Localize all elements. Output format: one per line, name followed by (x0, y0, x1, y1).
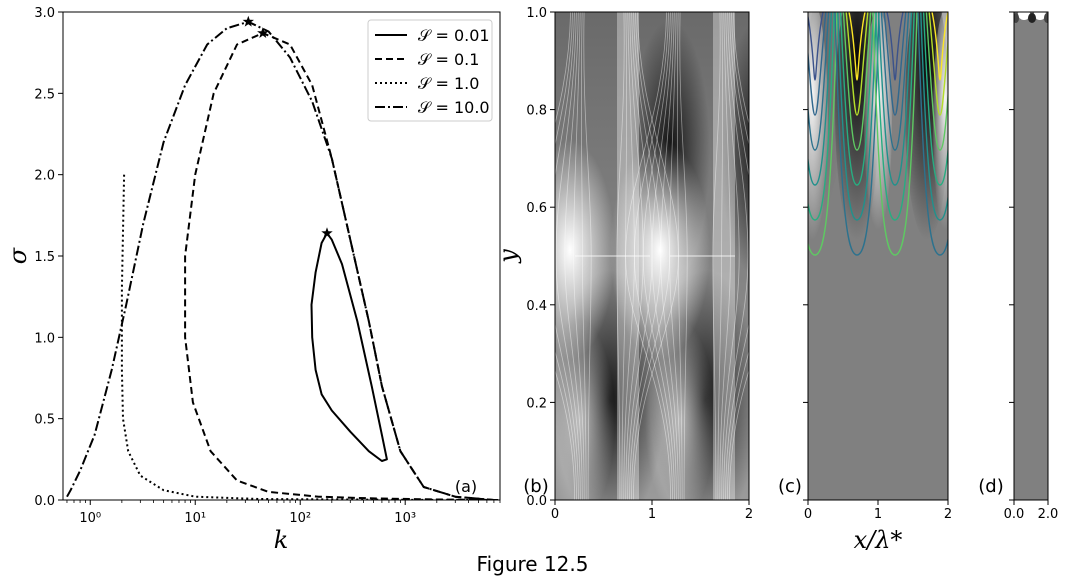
panel-d: 0.0 2.0 (d) (978, 11, 1059, 522)
panel-c-contours (808, 12, 948, 256)
peak-star-1 (321, 227, 333, 239)
y-tick-label-2: 1.0 (34, 331, 55, 346)
legend-box (367, 19, 493, 122)
b-y-tick-label-3: 0.6 (526, 201, 547, 216)
panel-a: 10⁰ 10¹ 10² 10³ 0.0 0.5 1.0 1.5 2.0 2.5 3.0 k σ (… (4, 6, 501, 554)
panel-d-x-ticks: 0.0 2.0 (1004, 500, 1059, 522)
b-y-tick-label-5: 1.0 (526, 6, 547, 21)
b-y-tick-label-1: 0.2 (526, 396, 547, 411)
legend-label-3: 𝒮 = 1.0 (418, 74, 479, 93)
d-x-tick-label-0: 0.0 (1004, 507, 1025, 522)
y-tick-label-0: 0.0 (34, 494, 55, 509)
y-tick-label-4: 2.0 (34, 169, 55, 184)
panel-d-frame (1013, 11, 1049, 501)
panel-b-x-ticks: 0 1 2 (551, 500, 753, 522)
series-line-2 (184, 32, 500, 500)
b-y-tick-label-4: 0.8 (526, 104, 547, 119)
panel-b-y-label: y (494, 249, 522, 264)
legend-label-2: 𝒮 = 0.1 (418, 50, 479, 69)
c-x-tick-label-2: 2 (944, 507, 952, 522)
panel-a-legend: 𝒮 = 0.01 𝒮 = 0.1 𝒮 = 1.0 𝒮 = 10.0 (367, 19, 493, 122)
panel-c: 0 1 2 x/λ* (c) (778, 11, 952, 554)
panel-b-image (555, 12, 749, 500)
panel-c-y-ticks (803, 11, 808, 501)
series-line-1 (310, 232, 388, 462)
legend-entries: 𝒮 = 0.01 𝒮 = 0.1 𝒮 = 1.0 𝒮 = 10.0 (375, 26, 490, 117)
panel-a-peak-markers (242, 15, 333, 239)
panel-a-y-label: σ (4, 247, 32, 264)
panel-d-image (1014, 12, 1048, 500)
b-y-tick-label-0: 0.0 (526, 494, 547, 509)
x-tick-label-3: 10³ (394, 511, 416, 526)
panel-c-x-label: x/λ* (854, 526, 903, 554)
panel-c-image (808, 12, 948, 500)
c-x-tick-label-1: 1 (874, 507, 882, 522)
panel-d-tag: (d) (978, 476, 1003, 497)
peak-star-2 (257, 27, 269, 38)
panel-c-tag: (c) (778, 476, 802, 497)
d-x-tick-label-1: 2.0 (1038, 507, 1059, 522)
panel-b: 0 1 2 0.0 0.2 0.4 0.6 0.8 1.0 y (b) (494, 6, 753, 522)
x-tick-label-0: 10⁰ (79, 511, 101, 526)
panel-b-tag: (b) (523, 476, 548, 497)
legend-label-4: 𝒮 = 10.0 (418, 98, 490, 117)
c-x-tick-label-0: 0 (804, 507, 812, 522)
b-y-tick-label-2: 0.4 (526, 299, 547, 314)
panel-a-x-label: k (274, 526, 289, 554)
panel-c-x-ticks: 0 1 2 (804, 500, 952, 522)
y-tick-label-1: 0.5 (34, 413, 55, 428)
x-tick-label-1: 10¹ (184, 511, 206, 526)
panel-a-x-ticks: 10⁰ 10¹ 10² 10³ (66, 500, 501, 526)
b-x-tick-label-0: 0 (551, 507, 559, 522)
series-line-3 (120, 174, 500, 500)
panel-d-y-ticks (1009, 11, 1014, 501)
figure-caption: Figure 12.5 (476, 552, 589, 576)
legend-label-1: 𝒮 = 0.01 (418, 26, 490, 45)
y-tick-label-3: 1.5 (34, 250, 55, 265)
panel-b-y-ticks: 0.0 0.2 0.4 0.6 0.8 1.0 (526, 6, 555, 509)
y-tick-label-5: 2.5 (34, 87, 55, 102)
panel-a-tag: (a) (455, 477, 477, 496)
y-tick-label-6: 3.0 (34, 6, 55, 21)
x-tick-label-2: 10² (289, 511, 311, 526)
peak-star-4 (242, 15, 254, 27)
b-x-tick-label-2: 2 (745, 507, 753, 522)
b-x-tick-label-1: 1 (648, 507, 656, 522)
panel-a-y-ticks: 0.0 0.5 1.0 1.5 2.0 2.5 3.0 (34, 6, 63, 509)
